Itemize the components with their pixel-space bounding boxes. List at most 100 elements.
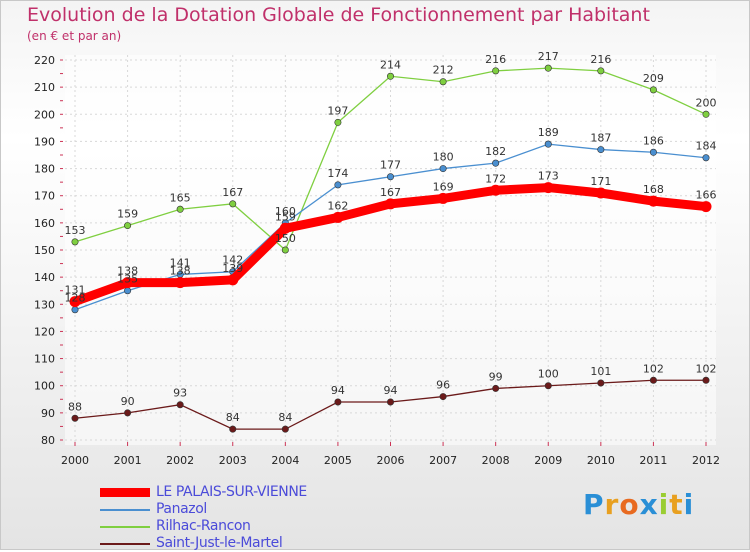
data-point xyxy=(386,173,394,181)
data-label: 94 xyxy=(384,384,398,397)
data-point xyxy=(597,379,605,387)
data-label: 99 xyxy=(489,370,503,383)
data-label: 139 xyxy=(222,262,243,275)
data-label: 212 xyxy=(433,64,454,77)
x-tick-label: 2001 xyxy=(114,454,142,467)
data-label: 101 xyxy=(590,365,611,378)
x-tick-label: 2008 xyxy=(482,454,510,467)
data-point xyxy=(334,181,342,189)
data-point xyxy=(124,222,132,230)
y-tick-label: 200 xyxy=(34,108,55,121)
legend-item-saint-just: Saint-Just-le-Martel xyxy=(100,535,360,552)
data-label: 159 xyxy=(117,208,138,221)
legend-item-le-palais: LE PALAIS-SUR-VIENNE xyxy=(100,484,360,501)
data-point xyxy=(71,306,79,314)
data-point xyxy=(595,187,607,199)
data-label: 216 xyxy=(590,53,611,66)
data-point xyxy=(227,274,239,286)
data-point xyxy=(700,201,712,213)
data-label: 159 xyxy=(275,210,296,223)
data-point xyxy=(176,401,184,409)
x-tick-label: 2003 xyxy=(219,454,247,467)
data-point xyxy=(544,140,552,148)
proxiti-logo: Proxiti xyxy=(583,488,694,521)
data-point xyxy=(492,384,500,392)
legend-label-saint-just: Saint-Just-le-Martel xyxy=(156,535,283,551)
data-point xyxy=(542,182,554,194)
data-point xyxy=(124,287,132,295)
y-tick-label: 180 xyxy=(34,163,55,176)
data-label: 84 xyxy=(226,411,240,424)
y-tick-label: 80 xyxy=(41,434,55,447)
data-label: 128 xyxy=(65,292,86,305)
data-point xyxy=(229,425,237,433)
data-point xyxy=(649,148,657,156)
data-label: 182 xyxy=(485,145,506,158)
legend-item-panazol: Panazol xyxy=(100,501,360,518)
data-point xyxy=(386,398,394,406)
data-point xyxy=(71,414,79,422)
x-tick-label: 2011 xyxy=(639,454,667,467)
data-point xyxy=(279,222,291,234)
data-point xyxy=(702,376,710,384)
data-label: 168 xyxy=(643,183,664,196)
y-tick-label: 110 xyxy=(34,353,55,366)
data-point xyxy=(122,277,134,289)
data-point xyxy=(386,72,394,80)
data-point xyxy=(597,146,605,154)
x-tick-label: 2002 xyxy=(166,454,194,467)
chart-subtitle: (en € et par an) xyxy=(27,29,122,43)
data-label: 93 xyxy=(173,387,187,400)
legend-label-rilhac: Rilhac-Rancon xyxy=(156,518,251,534)
y-tick-label: 140 xyxy=(34,271,55,284)
data-label: 131 xyxy=(65,284,86,297)
data-label: 174 xyxy=(327,167,348,180)
data-point xyxy=(334,398,342,406)
data-label: 150 xyxy=(275,232,296,245)
data-label: 197 xyxy=(327,104,348,117)
y-tick-label: 170 xyxy=(34,190,55,203)
logo-letter: i xyxy=(683,488,695,521)
legend-swatch-rilhac xyxy=(100,526,150,528)
x-tick-label: 2004 xyxy=(271,454,299,467)
data-label: 138 xyxy=(170,265,191,278)
data-label: 184 xyxy=(696,140,717,153)
data-label: 94 xyxy=(331,384,345,397)
data-label: 189 xyxy=(538,126,559,139)
data-point xyxy=(490,184,502,196)
data-label: 96 xyxy=(436,379,450,392)
legend: LE PALAIS-SUR-VIENNE Panazol Rilhac-Ranc… xyxy=(100,484,360,552)
x-tick-label: 2009 xyxy=(534,454,562,467)
logo-letter: x xyxy=(639,488,659,521)
data-label: 200 xyxy=(696,96,717,109)
y-tick-label: 120 xyxy=(34,325,55,338)
data-point xyxy=(649,86,657,94)
data-point xyxy=(334,118,342,126)
x-tick-label: 2005 xyxy=(324,454,352,467)
x-tick-label: 2012 xyxy=(692,454,720,467)
data-point xyxy=(544,64,552,72)
y-tick-label: 100 xyxy=(34,380,55,393)
data-point xyxy=(229,200,237,208)
data-label: 165 xyxy=(170,191,191,204)
data-point xyxy=(544,382,552,390)
legend-swatch-panazol xyxy=(100,509,150,511)
data-point xyxy=(71,238,79,246)
y-tick-label: 130 xyxy=(34,298,55,311)
legend-swatch-saint-just xyxy=(100,543,150,545)
data-label: 172 xyxy=(485,172,506,185)
legend-item-rilhac: Rilhac-Rancon xyxy=(100,518,360,535)
data-label: 214 xyxy=(380,58,401,71)
data-point xyxy=(439,78,447,86)
data-point xyxy=(647,195,659,207)
data-label: 167 xyxy=(222,186,243,199)
data-point xyxy=(492,67,500,75)
data-label: 180 xyxy=(433,151,454,164)
data-label: 187 xyxy=(590,132,611,145)
y-tick-label: 190 xyxy=(34,135,55,148)
y-tick-label: 220 xyxy=(34,54,55,67)
y-tick-label: 160 xyxy=(34,217,55,230)
data-point xyxy=(439,393,447,401)
y-tick-label: 210 xyxy=(34,81,55,94)
data-label: 171 xyxy=(590,175,611,188)
